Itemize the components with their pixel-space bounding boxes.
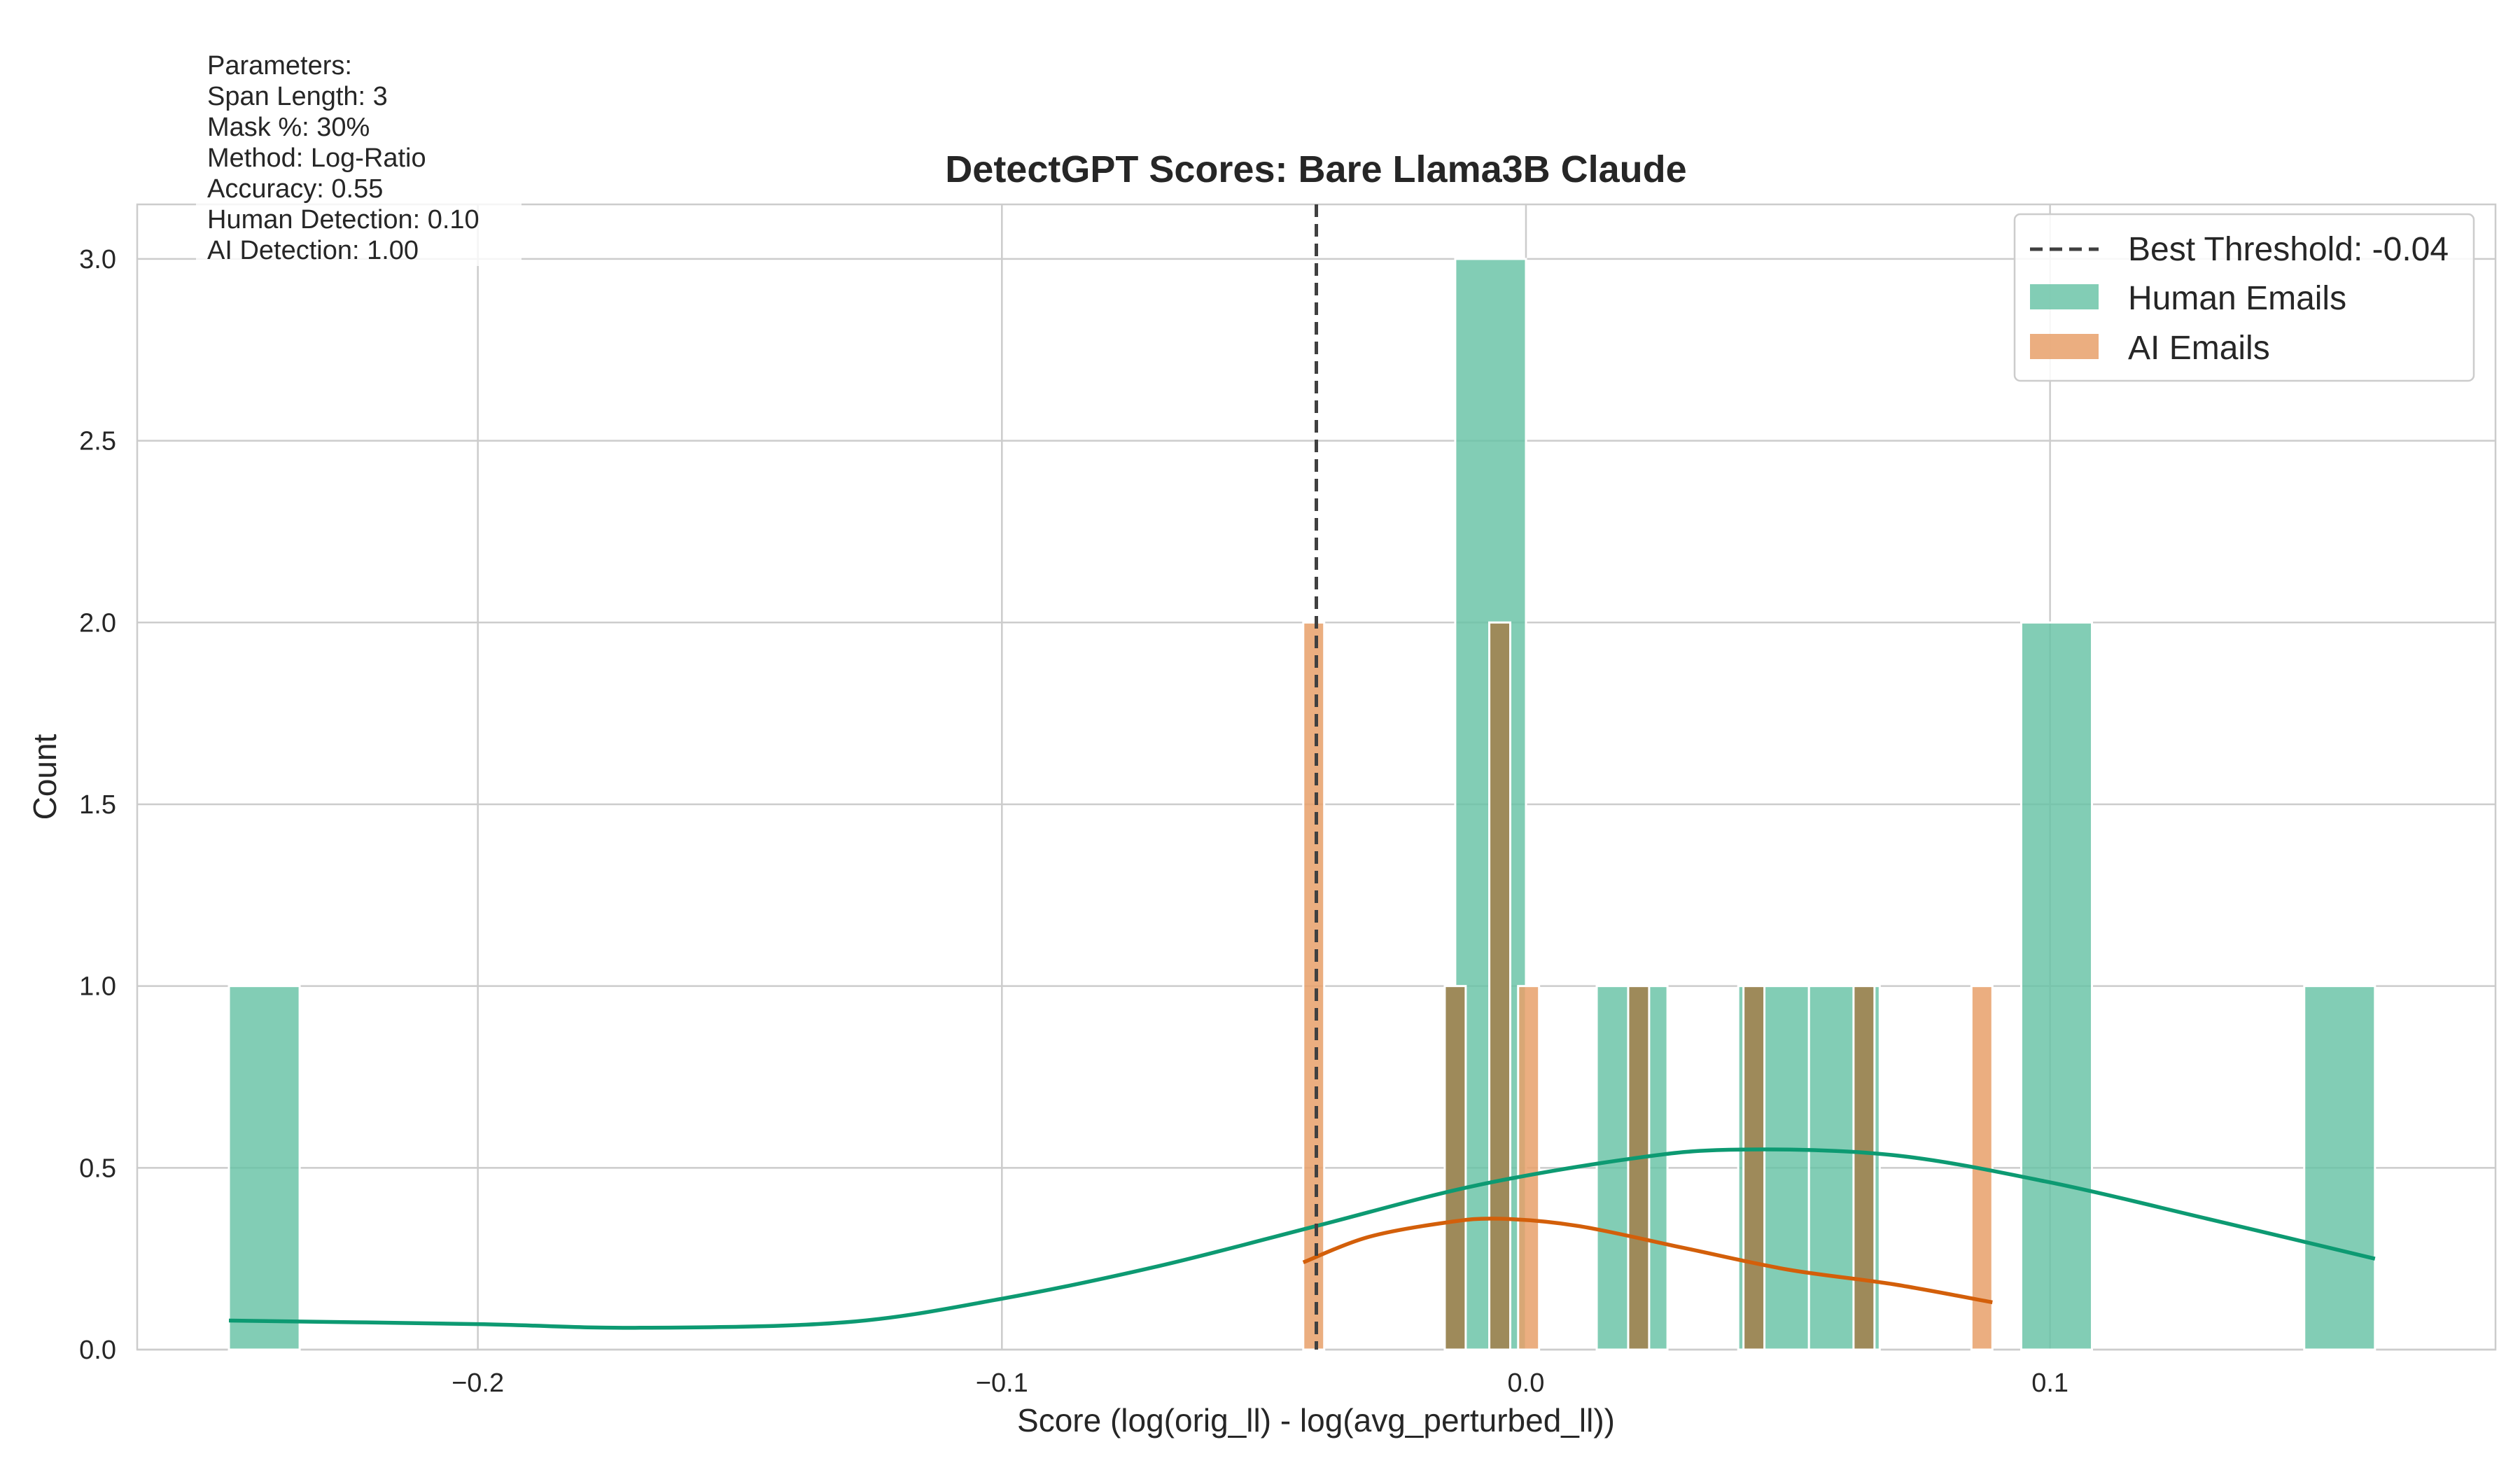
human-bar-5 <box>2019 621 2094 1351</box>
histogram-bars <box>227 258 2376 1351</box>
ai-bar-2 <box>1488 621 1512 1351</box>
kde-curve-1 <box>1302 1217 1993 1305</box>
x-tick-label-1: −0.1 <box>976 1368 1028 1398</box>
ai-bar-3 <box>1517 985 1541 1351</box>
legend-ai-swatch <box>2030 334 2099 359</box>
y-tick-labels: 0.0 0.5 1.0 1.5 2.0 2.5 3.0 <box>79 245 116 1365</box>
y-tick-label-4: 2.0 <box>79 608 116 638</box>
parameters-box-background <box>196 42 522 266</box>
y-tick-label-1: 0.5 <box>79 1154 116 1183</box>
y-tick-label-3: 1.5 <box>79 790 116 820</box>
y-tick-label-6: 3.0 <box>79 245 116 274</box>
param-line-1: Span Length: 3 <box>207 82 388 111</box>
ai-bar-4 <box>1627 985 1651 1351</box>
y-axis-label: Count <box>27 734 63 820</box>
y-tick-label-5: 2.5 <box>79 427 116 456</box>
legend-human-swatch <box>2030 284 2099 309</box>
x-tick-label-2: 0.0 <box>1508 1368 1545 1398</box>
x-tick-label-3: 0.1 <box>2031 1368 2068 1398</box>
legend-box <box>2013 213 2475 382</box>
param-line-6: AI Detection: 1.00 <box>207 236 419 265</box>
param-line-3: Method: Log-Ratio <box>207 144 426 173</box>
param-line-4: Accuracy: 0.55 <box>207 174 383 204</box>
ai-bar-1 <box>1443 985 1467 1351</box>
param-line-0: Parameters: <box>207 51 352 80</box>
legend: Best Threshold: -0.04 Human Emails AI Em… <box>2013 213 2475 382</box>
parameters-box: Parameters: Span Length: 3 Mask %: 30% M… <box>196 42 522 266</box>
y-tick-label-0: 0.0 <box>79 1336 116 1365</box>
kde-curve-0 <box>228 1147 2376 1330</box>
ai-bar-6 <box>1852 985 1876 1351</box>
y-tick-label-2: 1.0 <box>79 972 116 1002</box>
human-bar-6 <box>2303 985 2376 1351</box>
ai-bar-0 <box>1302 621 1326 1351</box>
human-bar-0 <box>227 985 301 1351</box>
chart-title: DetectGPT Scores: Bare Llama3B Claude <box>945 148 1686 190</box>
x-tick-labels: −0.2 −0.1 0.0 0.1 <box>451 1368 2068 1398</box>
param-line-5: Human Detection: 0.10 <box>207 205 479 234</box>
legend-threshold-label: Best Threshold: -0.04 <box>2128 231 2449 268</box>
legend-human-label: Human Emails <box>2128 280 2346 317</box>
kde-curves <box>228 1147 2376 1330</box>
param-line-2: Mask %: 30% <box>207 113 370 142</box>
x-axis-label: Score (log(orig_ll) - log(avg_perturbed_… <box>1017 1402 1615 1438</box>
ai-bar-5 <box>1742 985 1766 1351</box>
x-tick-label-0: −0.2 <box>451 1368 504 1398</box>
legend-ai-label: AI Emails <box>2128 330 2270 367</box>
